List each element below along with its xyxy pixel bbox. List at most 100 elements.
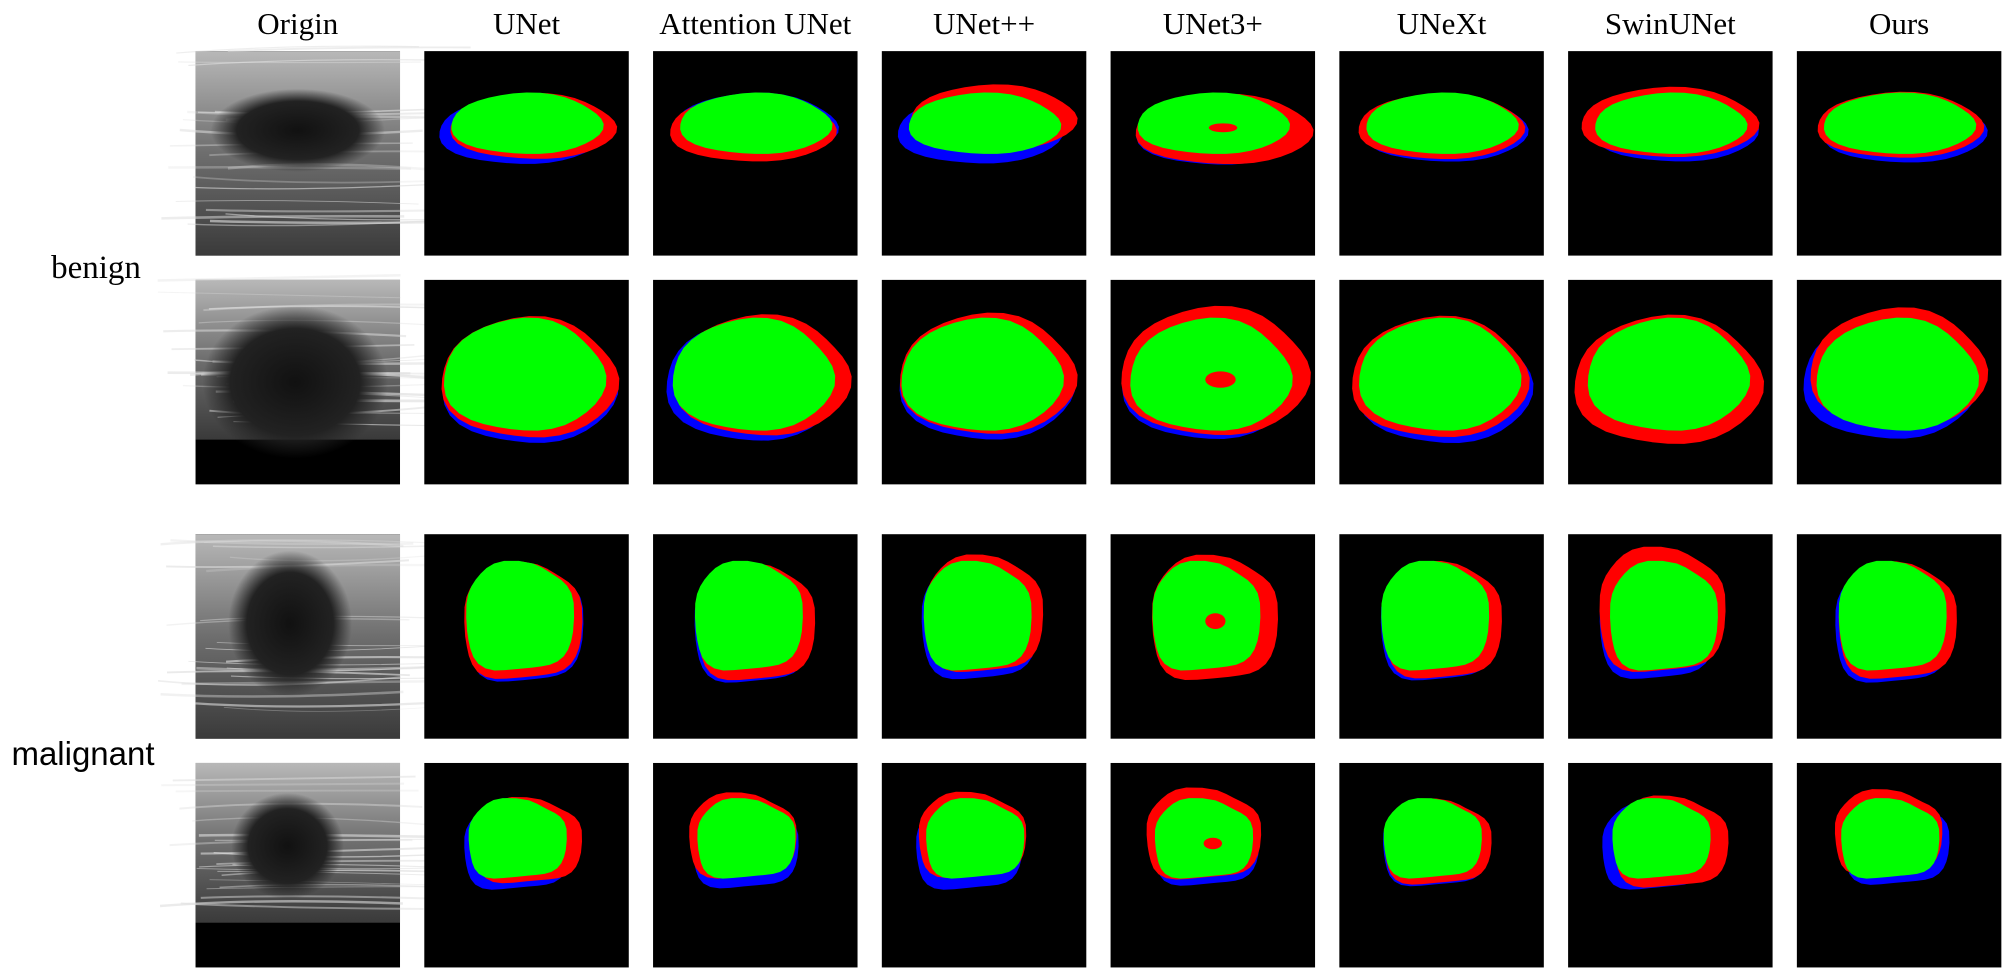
false-positive [1208,123,1238,133]
column-header: Origin [257,6,338,41]
false-positive [1205,613,1226,629]
tissue-streak [175,789,419,793]
segmentation-map [1568,279,1773,485]
segmentation-map [653,762,858,968]
true-positive [680,92,833,154]
segmentation-map [1110,762,1316,968]
tissue-streak [212,544,456,549]
column-header: Ours [1869,6,1929,41]
group-label: malignant [11,735,154,772]
tissue-streak [227,46,471,53]
tissue-streak [176,45,420,54]
segmentation-map [1339,762,1544,968]
tissue-streak [157,273,401,282]
tissue-streak [187,220,431,227]
true-positive [926,798,1025,879]
true-positive [451,92,604,154]
true-positive [466,560,575,671]
column-header: UNet [493,6,561,41]
tissue-streak [175,200,419,205]
segmentation-map [1568,51,1773,256]
segmentation-map [881,51,1087,256]
segmentation-map [1796,534,2002,739]
segmentation-map [653,51,858,256]
true-positive [1383,798,1482,879]
tissue-streak [192,176,436,184]
true-positive [908,92,1062,154]
true-positive [1152,560,1261,671]
tissue-streak [203,303,447,312]
tissue-streak [160,690,404,698]
segmentation-map [1796,762,2002,968]
tissue-streak [178,61,421,64]
segmentation-map [424,762,629,968]
tissue-streak [194,183,438,190]
false-positive [1205,371,1236,388]
column-header: UNet3+ [1163,6,1263,41]
segmentation-map [1796,51,2002,256]
segmentation-map [1339,51,1544,256]
true-positive [1816,317,1979,431]
ultrasound-image [157,273,477,485]
column-header: SwinUNet [1605,6,1736,41]
true-positive [1137,92,1291,154]
true-positive [1612,798,1711,879]
segmentation-map [1339,534,1544,739]
true-positive [694,560,803,671]
true-positive [1587,317,1751,431]
segmentation-map [1568,534,1773,739]
true-positive [1823,92,1977,154]
segmentation-map [424,279,629,485]
true-positive [1359,317,1522,431]
tissue-streak [204,539,448,545]
segmentation-map [653,279,858,485]
tissue-streak [205,208,449,213]
tissue-streak [161,782,405,787]
segmentation-map [881,762,1087,968]
tissue-streak [200,895,444,901]
lesion [210,88,385,172]
tissue-streak [209,219,453,225]
true-positive [468,798,567,879]
segmentation-map [1110,51,1316,256]
segmentation-map [1110,279,1316,485]
column-header: UNet++ [933,6,1035,41]
lesion [231,792,344,900]
tissue-streak [157,291,401,299]
group-label: benign [51,250,141,286]
true-positive [1154,798,1254,879]
true-positive [443,317,607,431]
true-positive [1610,560,1718,671]
tissue-streak [188,59,432,67]
false-positive [1203,837,1223,850]
segmentation-map [881,534,1087,739]
column-header: Attention UNet [659,6,851,41]
true-positive [1841,798,1940,879]
lesion [228,550,352,697]
true-positive [923,560,1032,671]
segmentation-map [424,534,629,739]
ultrasound-image [158,534,474,739]
tissue-streak [170,539,414,546]
lesion [202,305,389,459]
tissue-streak [160,539,404,548]
ultrasound-image [159,762,476,968]
column-header: UNeXt [1397,6,1487,41]
tissue-streak [159,899,403,908]
tissue-streak [180,902,424,910]
true-positive [1838,560,1947,671]
segmentation-map [1110,534,1316,739]
tissue-streak [172,775,416,782]
segmentation-map [1339,279,1544,485]
tissue-streak [195,701,439,708]
segmentation-map [653,534,858,739]
segmentation-map [1796,279,2002,485]
segmentation-map [1568,762,1773,968]
true-positive [1381,560,1490,671]
segmentation-map [881,279,1087,485]
segmentation-map [424,51,629,256]
true-positive [1366,92,1519,154]
true-positive [672,317,836,431]
true-positive [1595,92,1748,154]
